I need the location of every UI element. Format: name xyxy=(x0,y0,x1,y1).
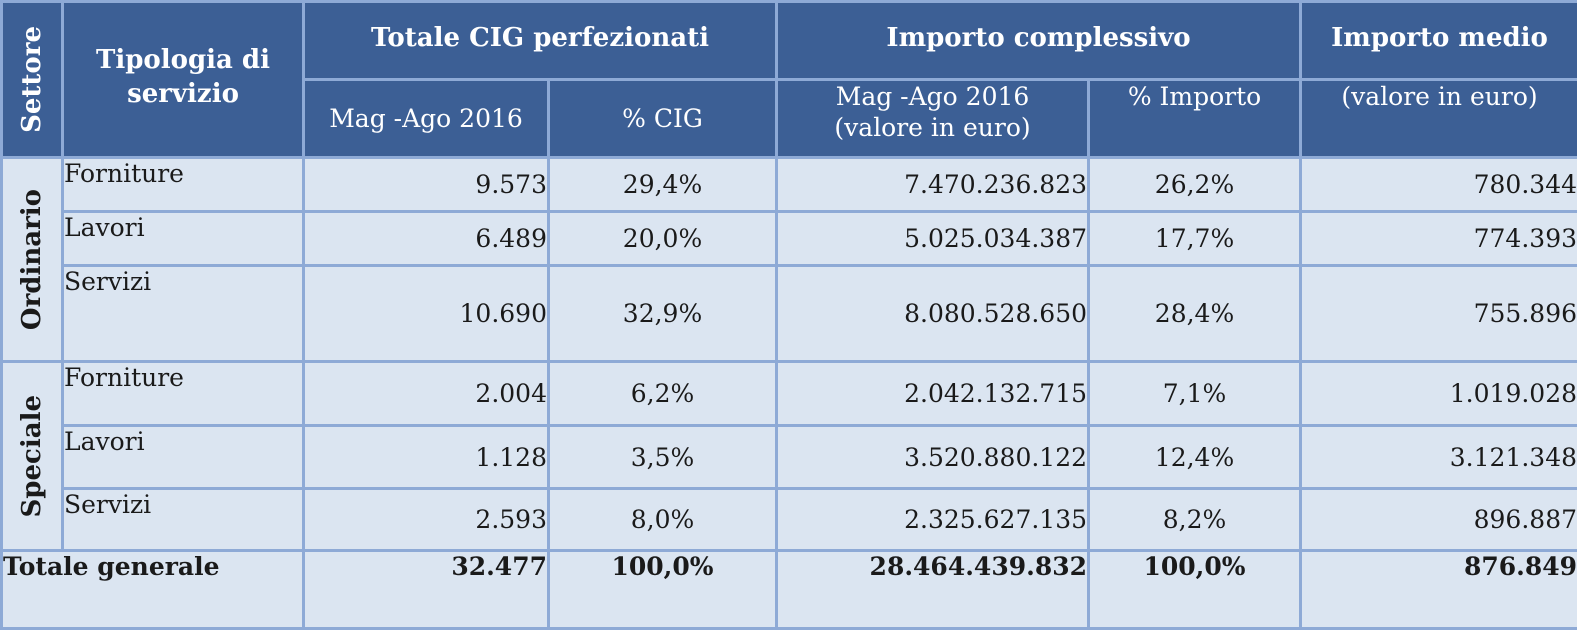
sector-ordinario: Ordinario xyxy=(0,156,64,363)
total-cig: 32.477 xyxy=(302,549,550,630)
header-importo-complessivo: Importo complessivo xyxy=(775,0,1303,81)
header-settore-label: Settore xyxy=(17,26,47,133)
subheader-valore-euro: (valore in euro) xyxy=(1299,78,1577,159)
cell-importo-medio: 774.393 xyxy=(1299,210,1577,267)
row-tipologia: Forniture xyxy=(61,360,305,427)
header-tipologia: Tipologia di servizio xyxy=(61,0,305,159)
header-totale-cig: Totale CIG perfezionati xyxy=(301,0,779,81)
cell-importo: 2.042.132.715 xyxy=(775,360,1091,427)
total-importo-medio: 876.849 xyxy=(1299,549,1577,630)
sector-speciale: Speciale xyxy=(0,360,64,552)
cell-pct-importo: 28,4% xyxy=(1087,264,1303,363)
cell-pct-cig: 20,0% xyxy=(546,210,779,267)
cell-pct-importo: 17,7% xyxy=(1087,210,1303,267)
row-tipologia: Lavori xyxy=(61,210,305,267)
cell-importo-medio: 3.121.348 xyxy=(1299,424,1577,490)
cell-pct-cig: 29,4% xyxy=(546,156,779,213)
header-settore: Settore xyxy=(0,0,64,159)
subheader-pct-importo: % Importo xyxy=(1087,78,1303,159)
row-tipologia: Lavori xyxy=(61,424,305,490)
cell-importo-medio: 896.887 xyxy=(1299,487,1577,552)
cell-importo-medio: 780.344 xyxy=(1299,156,1577,213)
cell-cig: 10.690 xyxy=(302,264,550,363)
sector-label: Ordinario xyxy=(17,188,47,331)
cell-cig: 6.489 xyxy=(302,210,550,267)
cell-pct-cig: 32,9% xyxy=(546,264,779,363)
cell-cig: 1.128 xyxy=(302,424,550,490)
cell-importo: 3.520.880.122 xyxy=(775,424,1091,490)
cell-pct-importo: 12,4% xyxy=(1087,424,1303,490)
cell-cig: 2.004 xyxy=(302,360,550,427)
cell-importo: 8.080.528.650 xyxy=(775,264,1091,363)
cell-importo-medio: 755.896 xyxy=(1299,264,1577,363)
total-importo: 28.464.439.832 xyxy=(775,549,1091,630)
cell-pct-cig: 8,0% xyxy=(546,487,779,552)
subheader-periodo: Mag -Ago 2016 xyxy=(302,78,550,159)
subheader-pct-cig: % CIG xyxy=(546,78,779,159)
subheader-periodo-valore: Mag -Ago 2016 (valore in euro) xyxy=(775,78,1091,159)
cell-pct-importo: 7,1% xyxy=(1087,360,1303,427)
cell-pct-importo: 26,2% xyxy=(1087,156,1303,213)
sector-label: Speciale xyxy=(17,394,47,518)
cell-importo: 5.025.034.387 xyxy=(775,210,1091,267)
cell-pct-cig: 3,5% xyxy=(546,424,779,490)
header-importo-medio: Importo medio xyxy=(1299,0,1577,81)
subheader-periodo-valore-line1: Mag -Ago 2016 xyxy=(835,82,1030,111)
cell-pct-cig: 6,2% xyxy=(546,360,779,427)
total-pct-cig: 100,0% xyxy=(546,549,779,630)
total-pct-importo: 100,0% xyxy=(1087,549,1303,630)
cell-importo-medio: 1.019.028 xyxy=(1299,360,1577,427)
total-label: Totale generale xyxy=(0,549,305,630)
cell-pct-importo: 8,2% xyxy=(1087,487,1303,552)
cell-importo: 2.325.627.135 xyxy=(775,487,1091,552)
cell-cig: 2.593 xyxy=(302,487,550,552)
subheader-periodo-valore-line2: (valore in euro) xyxy=(834,113,1031,142)
cell-importo: 7.470.236.823 xyxy=(775,156,1091,213)
cell-cig: 9.573 xyxy=(302,156,550,213)
row-tipologia: Servizi xyxy=(61,487,305,552)
row-tipologia: Forniture xyxy=(61,156,305,213)
row-tipologia: Servizi xyxy=(61,264,305,363)
